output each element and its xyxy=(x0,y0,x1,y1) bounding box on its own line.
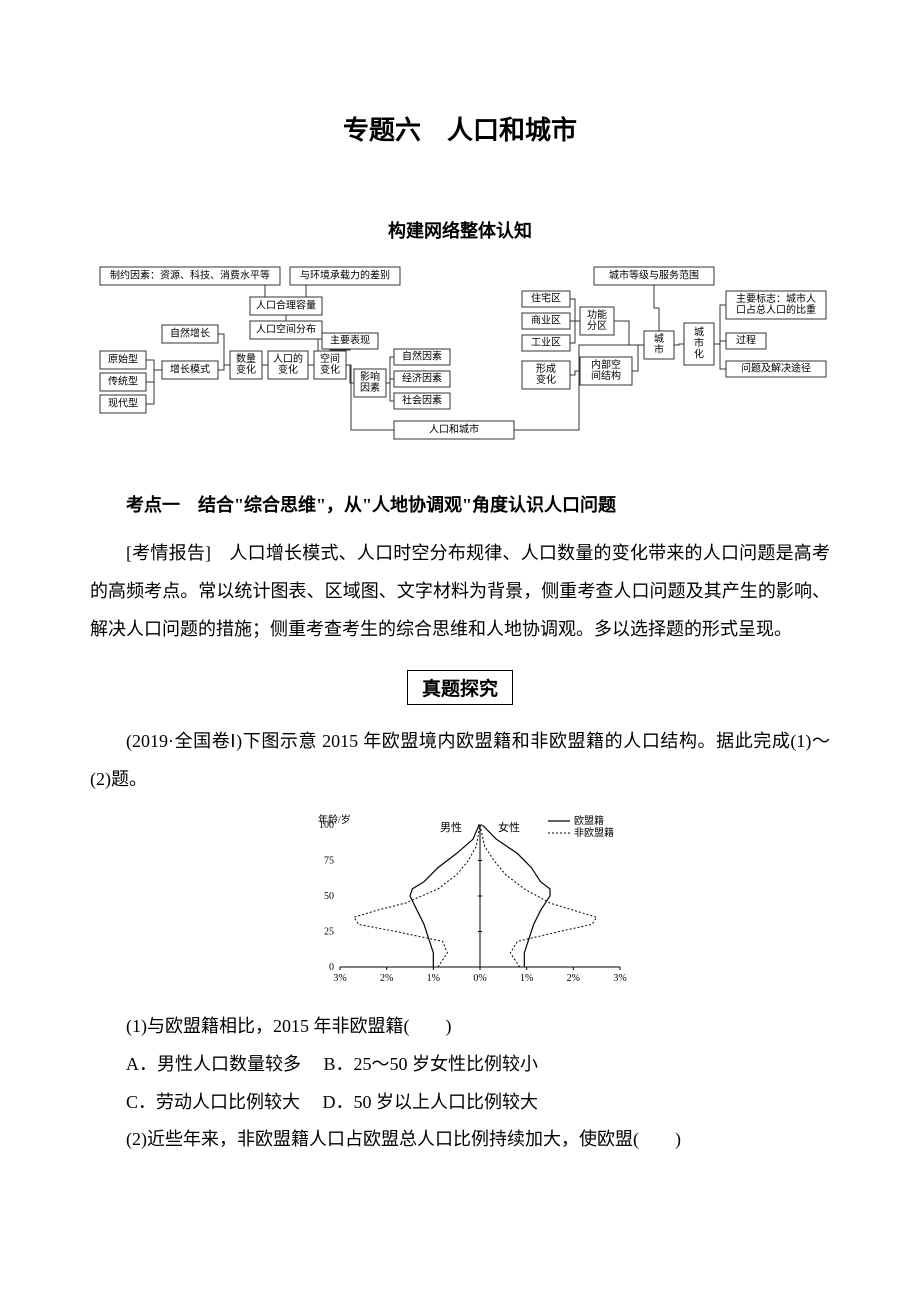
svg-text:城: 城 xyxy=(694,326,704,338)
svg-text:形成: 形成 xyxy=(536,363,556,375)
svg-text:变化: 变化 xyxy=(536,373,556,386)
kaodian-heading: 考点一 结合"综合思维"，从"人地协调观"角度认识人口问题 xyxy=(90,491,830,517)
svg-text:制约因素：资源、科技、消费水平等: 制约因素：资源、科技、消费水平等 xyxy=(110,268,270,281)
svg-text:75: 75 xyxy=(324,855,334,866)
svg-text:经济因素: 经济因素 xyxy=(402,371,442,384)
svg-text:原始型: 原始型 xyxy=(108,352,138,365)
svg-text:市: 市 xyxy=(654,343,664,356)
page: 专题六 人口和城市 构建网络整体认知 制约因素：资源、科技、消费水平等 与环境承载… xyxy=(0,0,920,1302)
svg-text:分区: 分区 xyxy=(587,320,607,332)
svg-text:市: 市 xyxy=(694,336,704,349)
svg-text:现代型: 现代型 xyxy=(108,396,138,409)
svg-text:3%: 3% xyxy=(333,973,346,984)
svg-text:2%: 2% xyxy=(567,973,580,984)
svg-text:3%: 3% xyxy=(613,973,626,984)
svg-text:空间: 空间 xyxy=(320,352,340,365)
svg-text:数量: 数量 xyxy=(236,352,256,365)
svg-text:2%: 2% xyxy=(380,973,393,984)
svg-text:变化: 变化 xyxy=(320,363,340,376)
svg-text:人口和城市: 人口和城市 xyxy=(429,422,479,435)
svg-text:主要标志：城市人: 主要标志：城市人 xyxy=(736,292,816,305)
svg-text:变化: 变化 xyxy=(236,363,256,376)
network-subtitle: 构建网络整体认知 xyxy=(90,217,830,243)
q1-options-2: C．劳动人口比例较大 D．50 岁以上人口比例较大 xyxy=(90,1084,830,1122)
population-pyramid-chart: 0255075100年龄/岁3%2%1%0%1%2%3%男性女性欧盟籍非欧盟籍 xyxy=(290,811,630,996)
svg-text:问题及解决途径: 问题及解决途径 xyxy=(741,361,811,374)
q1-stem: (1)与欧盟籍相比，2015 年非欧盟籍( ) xyxy=(90,1008,830,1046)
svg-text:城: 城 xyxy=(654,333,664,345)
svg-text:住宅区: 住宅区 xyxy=(531,291,561,304)
svg-text:人口空间分布: 人口空间分布 xyxy=(256,322,316,335)
svg-text:功能: 功能 xyxy=(587,308,607,321)
svg-text:影响: 影响 xyxy=(360,370,380,383)
section-label-box: 真题探究 xyxy=(90,670,830,705)
section-label-text: 真题探究 xyxy=(407,670,513,705)
q2-stem: (2)近些年来，非欧盟籍人口占欧盟总人口比例持续加大，使欧盟( ) xyxy=(90,1121,830,1159)
svg-text:50: 50 xyxy=(324,891,334,902)
svg-text:口占总人口的比重: 口占总人口的比重 xyxy=(736,303,816,316)
svg-text:男性: 男性 xyxy=(440,820,462,834)
q1-opt-a: A．男性人口数量较多 xyxy=(126,1054,301,1074)
svg-text:年龄/岁: 年龄/岁 xyxy=(318,813,351,826)
svg-text:自然增长: 自然增长 xyxy=(170,326,210,339)
q1-opt-b: B．25～50 岁女性比例较小 xyxy=(324,1054,539,1074)
svg-text:变化: 变化 xyxy=(278,363,298,376)
svg-text:工业区: 工业区 xyxy=(531,336,561,348)
page-title: 专题六 人口和城市 xyxy=(90,110,830,147)
svg-text:女性: 女性 xyxy=(498,820,520,834)
report-paragraph: [考情报告] 人口增长模式、人口时空分布规律、人口数量的变化带来的人口问题是高考… xyxy=(90,535,830,648)
svg-text:0: 0 xyxy=(329,962,334,973)
svg-text:商业区: 商业区 xyxy=(531,313,561,326)
svg-text:因素: 因素 xyxy=(360,381,380,394)
svg-text:传统型: 传统型 xyxy=(108,374,138,387)
concept-flowchart: 制约因素：资源、科技、消费水平等 与环境承载力的差别人口合理容量人口空间分布 自然增… xyxy=(90,261,830,451)
svg-text:人口的: 人口的 xyxy=(273,352,303,365)
q1-opt-c: C．劳动人口比例较大 xyxy=(126,1092,300,1112)
svg-text:与环境承载力的差别: 与环境承载力的差别 xyxy=(300,268,390,281)
q1-opt-d: D．50 岁以上人口比例较大 xyxy=(323,1092,539,1112)
svg-text:1%: 1% xyxy=(427,973,440,984)
svg-text:1%: 1% xyxy=(520,973,533,984)
svg-text:25: 25 xyxy=(324,926,334,937)
svg-text:自然因素: 自然因素 xyxy=(402,349,442,362)
svg-text:化: 化 xyxy=(694,347,704,360)
svg-text:人口合理容量: 人口合理容量 xyxy=(256,298,316,311)
question-stem-intro: (2019·全国卷Ⅰ)下图示意 2015 年欧盟境内欧盟籍和非欧盟籍的人口结构。… xyxy=(90,723,830,799)
q1-options: A．男性人口数量较多 B．25～50 岁女性比例较小 xyxy=(90,1046,830,1084)
svg-text:增长模式: 增长模式 xyxy=(170,362,210,375)
svg-text:城市等级与服务范围: 城市等级与服务范围 xyxy=(609,268,699,281)
svg-text:0%: 0% xyxy=(473,973,486,984)
svg-text:过程: 过程 xyxy=(736,333,756,346)
svg-text:欧盟籍: 欧盟籍 xyxy=(574,814,604,827)
svg-text:内部空: 内部空 xyxy=(591,358,621,371)
svg-text:社会因素: 社会因素 xyxy=(402,393,442,406)
svg-text:间结构: 间结构 xyxy=(591,369,621,382)
svg-text:主要表现: 主要表现 xyxy=(330,333,370,346)
svg-text:非欧盟籍: 非欧盟籍 xyxy=(574,826,614,839)
